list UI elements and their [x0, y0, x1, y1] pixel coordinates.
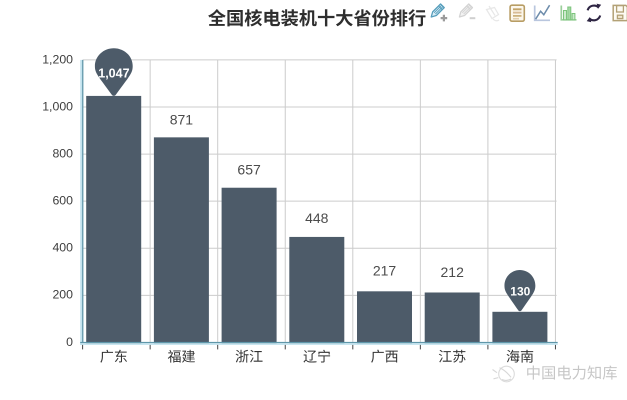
svg-text:1,000: 1,000 [42, 99, 73, 113]
svg-text:200: 200 [52, 288, 73, 302]
svg-text:400: 400 [52, 241, 73, 255]
svg-text:871: 871 [170, 111, 194, 127]
svg-text:130: 130 [510, 284, 530, 298]
svg-text:657: 657 [237, 162, 261, 178]
svg-text:217: 217 [373, 263, 397, 279]
svg-text:0: 0 [66, 335, 73, 349]
svg-text:1,047: 1,047 [98, 66, 129, 80]
svg-text:212: 212 [441, 264, 465, 280]
svg-text:448: 448 [305, 210, 329, 226]
svg-text:1,200: 1,200 [42, 52, 73, 66]
svg-text:800: 800 [52, 146, 73, 160]
svg-text:600: 600 [52, 194, 73, 208]
